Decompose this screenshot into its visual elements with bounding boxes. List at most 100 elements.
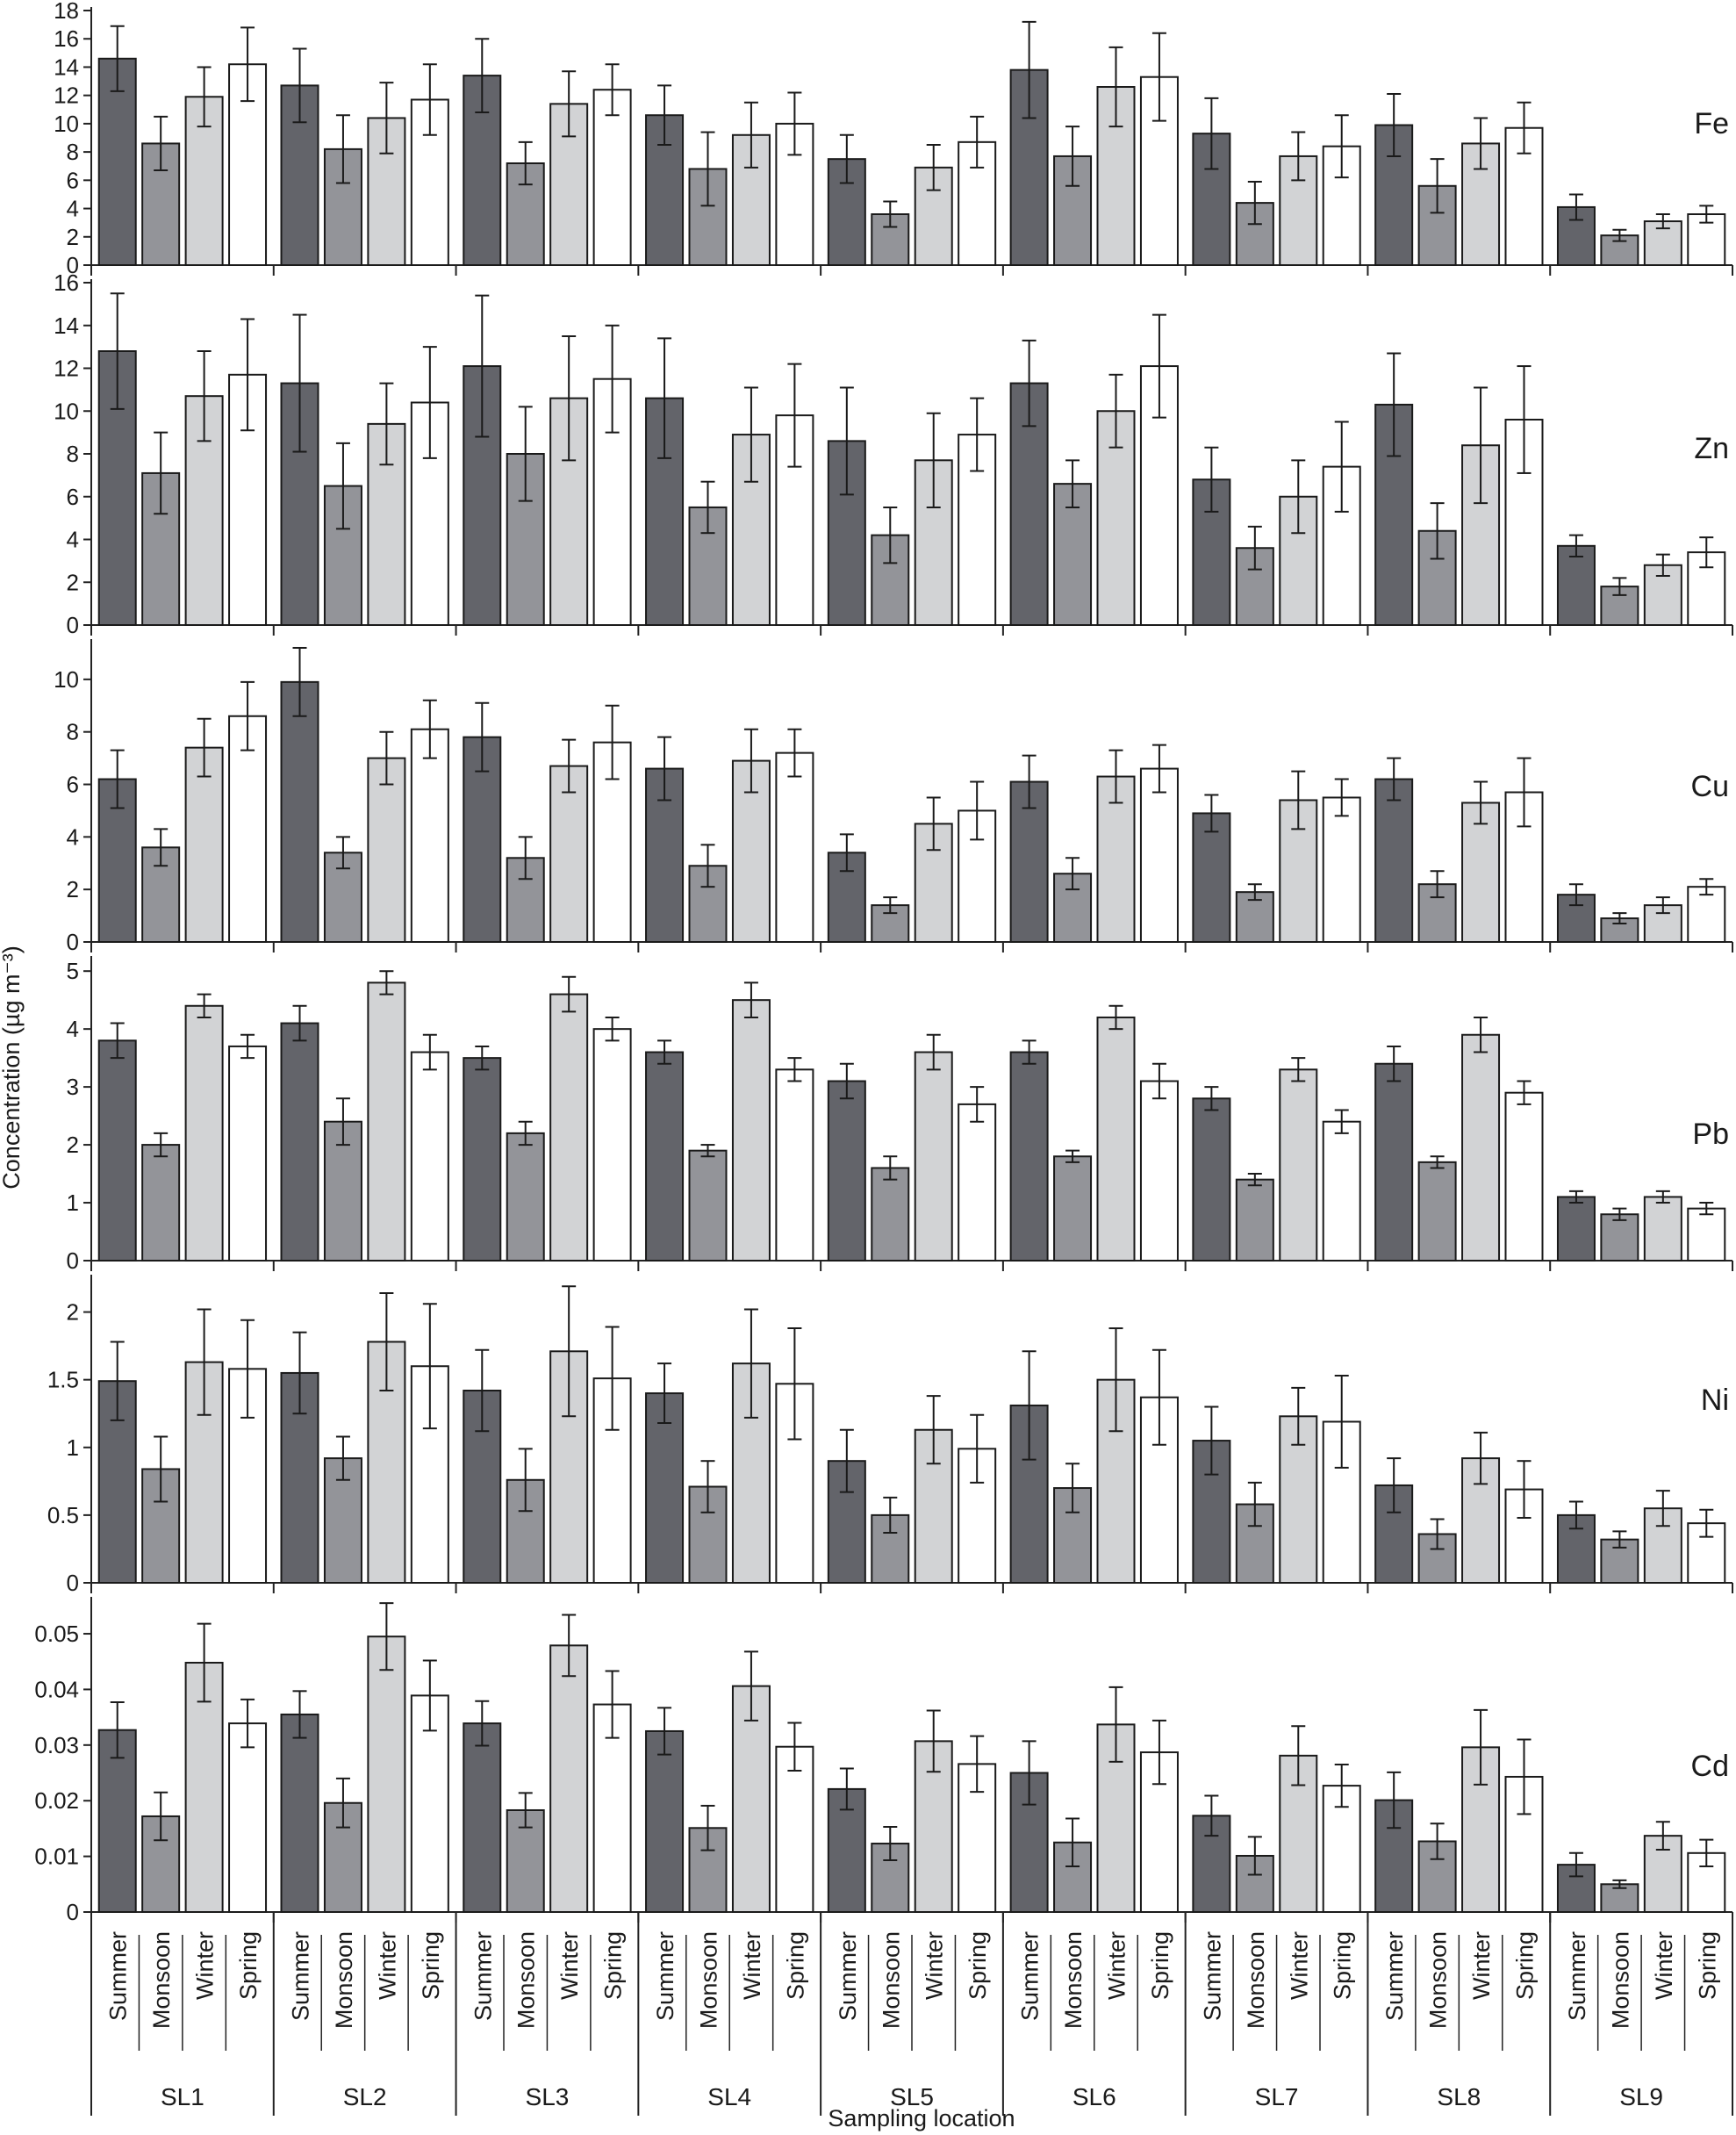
error-bar	[1655, 213, 1670, 230]
bar-sl4-monsoon	[688, 1149, 728, 1262]
bar-sl3-spring	[592, 1028, 632, 1262]
bar-sl8-spring	[1504, 1091, 1544, 1262]
y-tick-label: 4	[67, 527, 79, 553]
error-bar	[1151, 1062, 1166, 1100]
error-bar	[1204, 446, 1219, 513]
bar-sl4-spring	[775, 1068, 814, 1262]
bar-sl7-spring	[1322, 796, 1361, 944]
error-bar	[1655, 1821, 1670, 1851]
error-bar	[110, 1701, 125, 1759]
error-bar	[110, 1022, 125, 1060]
error-bar	[1474, 386, 1489, 505]
error-bar	[475, 294, 490, 438]
error-bar	[970, 1735, 985, 1794]
error-bar	[518, 140, 533, 186]
bar-sl8-monsoon	[1417, 883, 1457, 944]
error-bar	[1612, 1879, 1627, 1889]
location-label: SL6	[1072, 2083, 1116, 2110]
error-bar	[197, 350, 212, 442]
bar-sl4-summer	[645, 1729, 685, 1914]
error-bar	[1568, 193, 1583, 221]
error-bar	[422, 346, 437, 459]
bar-sl1-monsoon	[141, 1144, 181, 1262]
error-bar	[926, 1709, 941, 1773]
season-label: Summer	[1199, 1931, 1225, 2021]
error-bar	[154, 431, 169, 515]
bar-sl8-monsoon	[1417, 1161, 1457, 1262]
error-bar	[1247, 1173, 1262, 1187]
bar-sl8-winter	[1461, 1033, 1501, 1262]
season-label: Monsoon	[513, 1931, 540, 2029]
error-bar	[1655, 553, 1670, 577]
error-bar	[1568, 883, 1583, 907]
error-bar	[839, 1428, 854, 1493]
error-bar	[839, 133, 854, 184]
error-bar	[335, 114, 350, 184]
x-axis-title: Sampling location	[828, 2105, 1015, 2131]
error-bar	[1291, 1057, 1306, 1082]
error-bar	[197, 993, 212, 1018]
error-bar	[1065, 1463, 1080, 1513]
error-bar	[787, 1327, 802, 1441]
error-bar	[335, 442, 350, 530]
error-bar	[110, 749, 125, 809]
error-bar	[1387, 757, 1402, 802]
error-bar	[518, 836, 533, 881]
bar-sl7-winter	[1279, 1068, 1318, 1262]
error-bar	[1612, 912, 1627, 925]
y-tick-label: 16	[54, 25, 79, 52]
error-bar	[379, 82, 394, 155]
error-bar	[1699, 1202, 1714, 1216]
season-label: Spring	[418, 1931, 444, 2000]
bar-sl3-spring	[592, 1703, 632, 1914]
bar-sl2-spring	[410, 728, 449, 943]
y-tick-label: 1.5	[47, 1367, 79, 1393]
error-bar	[475, 1045, 490, 1071]
location-label: SL8	[1437, 2083, 1481, 2110]
error-bar	[1334, 1375, 1349, 1469]
season-label: Winter	[1651, 1931, 1677, 2000]
error-bar	[1291, 770, 1306, 830]
season-label: Winter	[192, 1931, 219, 2000]
y-tick-label: 0	[67, 1247, 79, 1274]
error-bar	[926, 796, 941, 852]
error-bar	[1022, 1350, 1037, 1461]
y-tick-label: 2	[67, 1299, 79, 1326]
season-label: Summer	[835, 1931, 861, 2021]
error-bar	[379, 730, 394, 786]
error-bar	[787, 363, 802, 468]
bar-sl3-winter	[549, 765, 589, 943]
error-bar	[292, 47, 307, 124]
bar-sl3-monsoon	[506, 1132, 545, 1262]
season-label: Spring	[1147, 1931, 1173, 2000]
location-label: SL4	[707, 2083, 751, 2110]
error-bar	[970, 397, 985, 472]
bar-sl1-summer	[97, 57, 137, 267]
bar-sl7-summer	[1192, 1097, 1231, 1262]
y-tick-label: 6	[67, 484, 79, 510]
error-bar	[787, 91, 802, 156]
error-bar	[1474, 1708, 1489, 1786]
panel-zn: 0 2 4 6 8 10 12 14 16 Zn	[54, 270, 1733, 638]
error-bar	[562, 738, 577, 794]
error-bar	[422, 1303, 437, 1430]
x-axis: Summer Monsoon Winter Spring SL1 Summer Monsoo…	[90, 1912, 1733, 2116]
error-bar	[605, 1326, 620, 1431]
element-label: Cd	[1691, 1750, 1729, 1783]
error-bar	[292, 1690, 307, 1739]
error-bar	[154, 115, 169, 172]
error-bar	[743, 981, 758, 1018]
bar-sl6-spring	[1139, 767, 1179, 943]
error-bar	[110, 292, 125, 410]
y-tick-label: 4	[67, 196, 79, 222]
error-bar	[1204, 1405, 1219, 1476]
error-bar	[1108, 373, 1123, 449]
error-bar	[839, 833, 854, 873]
error-bar	[518, 1448, 533, 1513]
season-label: Monsoon	[1425, 1931, 1452, 2029]
season-label: Summer	[1381, 1931, 1408, 2021]
season-label: Winter	[922, 1931, 948, 2000]
y-tick-label: 1	[67, 1434, 79, 1461]
error-bar	[1022, 339, 1037, 428]
error-bar	[1655, 1190, 1670, 1204]
